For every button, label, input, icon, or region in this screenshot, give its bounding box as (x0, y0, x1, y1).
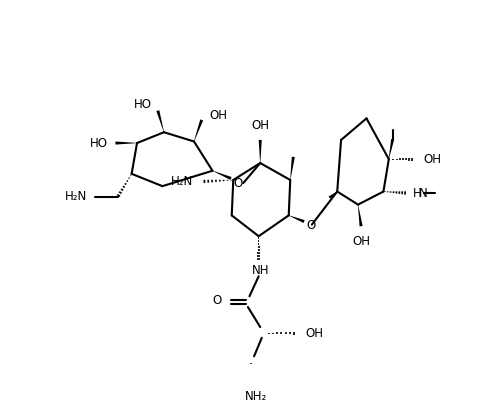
Text: O: O (233, 177, 242, 189)
Polygon shape (212, 171, 231, 180)
Polygon shape (389, 139, 394, 159)
Polygon shape (290, 157, 295, 180)
Text: OH: OH (209, 109, 227, 122)
Text: HO: HO (90, 137, 108, 150)
Polygon shape (358, 204, 363, 227)
Polygon shape (289, 215, 305, 223)
Text: OH: OH (251, 119, 269, 132)
Text: O: O (212, 294, 222, 308)
Polygon shape (329, 191, 337, 199)
Polygon shape (115, 142, 137, 144)
Text: OH: OH (305, 327, 323, 340)
Text: O: O (307, 219, 316, 232)
Text: NH₂: NH₂ (244, 390, 267, 403)
Text: OH: OH (423, 153, 441, 166)
Polygon shape (156, 110, 164, 132)
Text: NH: NH (252, 263, 269, 276)
Text: HO: HO (134, 98, 152, 111)
Text: N: N (419, 187, 427, 200)
Text: H₂N: H₂N (65, 191, 87, 203)
Text: H: H (413, 187, 421, 200)
Polygon shape (259, 140, 262, 163)
Text: H₂N: H₂N (171, 175, 193, 188)
Polygon shape (194, 119, 203, 142)
Text: OH: OH (352, 236, 370, 248)
